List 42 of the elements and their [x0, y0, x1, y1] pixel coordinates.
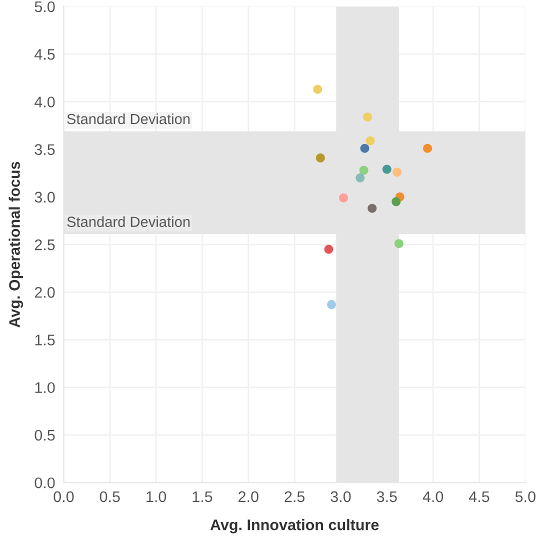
x-tick-label: 1.5: [192, 491, 212, 502]
point: [359, 166, 368, 175]
x-tick-label: 1.0: [146, 491, 166, 502]
x-tick-label: 2.0: [238, 491, 258, 502]
x-tick-label: 4.5: [468, 491, 490, 502]
y-tick-label: 2.5: [34, 239, 55, 250]
point: [363, 112, 372, 122]
y-tick-label: 0.5: [34, 430, 55, 441]
y-tick-label: 0.0: [34, 477, 55, 488]
y-tick-label: 1.5: [35, 334, 55, 346]
y-tick-label: 4.0: [34, 96, 55, 108]
y-tick-label: 4.5: [34, 49, 55, 60]
point: [324, 244, 334, 254]
point: [366, 136, 375, 146]
y-tick-label: 2.0: [34, 287, 55, 298]
point: [368, 204, 377, 213]
point: [423, 144, 432, 153]
x-tick-label: 0.0: [54, 491, 74, 502]
y-axis-title: Avg. Operational focus: [8, 162, 24, 328]
point: [356, 173, 365, 182]
y-tick-label: 3.5: [34, 144, 55, 155]
point: [360, 144, 370, 153]
y-tick-label: 5.0: [34, 1, 55, 12]
x-tick-label: 3.0: [330, 491, 351, 502]
x-axis-title: Avg. Innovation culture: [210, 519, 379, 534]
point: [313, 84, 322, 94]
point: [392, 168, 402, 177]
point: [392, 197, 401, 206]
point: [339, 193, 348, 202]
y-tick-label: 3.0: [34, 192, 55, 203]
x-tick-label: 5.0: [515, 491, 536, 502]
annotation: Standard Deviation: [67, 216, 190, 228]
y-tick-label: 1.0: [35, 382, 55, 394]
x-tick-label: 0.5: [100, 491, 120, 502]
x-tick-label: 4.0: [422, 491, 444, 502]
annotation: Standard Deviation: [67, 113, 190, 124]
x-tick-label: 3.5: [376, 491, 397, 502]
point: [382, 164, 392, 174]
x-tick-label: 2.5: [284, 491, 305, 502]
point: [394, 239, 404, 248]
point: [316, 153, 325, 162]
point: [327, 300, 336, 310]
